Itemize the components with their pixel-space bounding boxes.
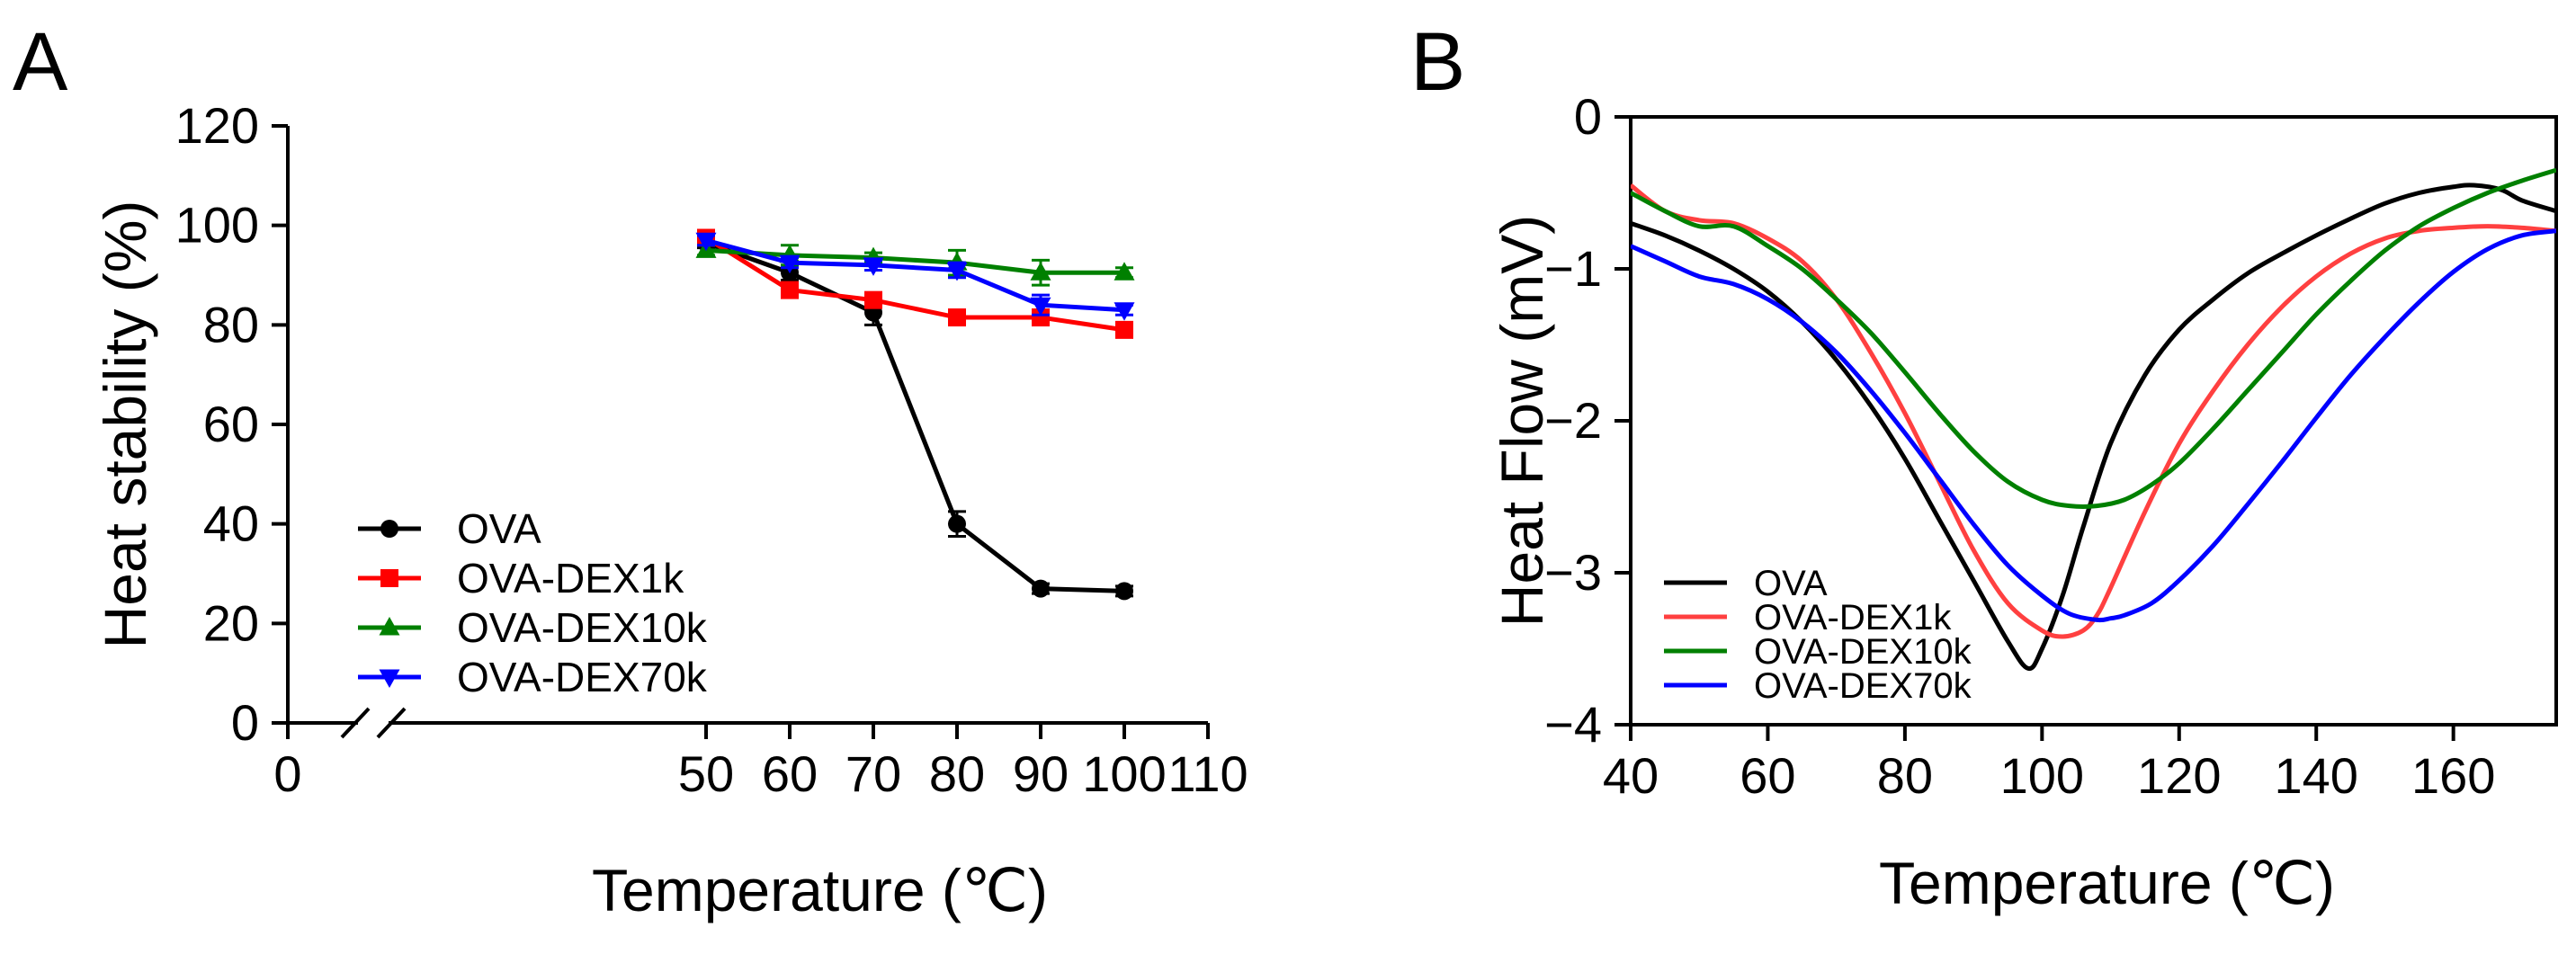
a-data-point	[864, 290, 882, 309]
a-legend-swatch-marker	[380, 520, 398, 538]
b-legend-label: OVA-DEX1k	[1754, 598, 1952, 637]
a-legend-swatch-marker	[379, 669, 400, 688]
a-x-tick-label: 0	[273, 745, 301, 802]
a-x-axis-title: Temperature (℃)	[592, 857, 1048, 923]
b-y-tick-label: 0	[1574, 88, 1602, 145]
b-y-axis-title: Heat Flow (mV)	[1489, 215, 1555, 627]
a-data-point	[779, 254, 801, 274]
a-x-tick-label: 50	[678, 745, 734, 802]
panel-b-chart: −4 −3 −2 −1 0 40 60 80 100 120 140 160 Temperature …	[1489, 88, 2558, 916]
a-legend-label: OVA-DEX10k	[457, 604, 708, 651]
a-data-point	[1030, 262, 1051, 281]
b-legend-label: OVA-DEX10k	[1754, 632, 1972, 672]
a-x-tick-label: 100	[1082, 745, 1166, 802]
a-y-tick-label: 40	[203, 495, 259, 552]
b-x-tick-label: 120	[2137, 747, 2221, 804]
a-series-line	[704, 236, 1125, 333]
a-data-point	[1114, 262, 1135, 281]
b-x-tick-label: 80	[1877, 747, 1933, 804]
a-data-point	[695, 232, 717, 252]
a-x-tick-label: 110	[1167, 745, 1248, 802]
panel-a-letter: A	[13, 16, 68, 108]
a-series-ova-dex70k	[695, 232, 1135, 321]
a-data-point	[1030, 297, 1051, 317]
a-series-line	[705, 240, 1125, 593]
b-y-tick-label: −1	[1544, 240, 1602, 297]
a-y-axis-title: Heat stability (%)	[92, 201, 158, 649]
panel-b-letter: B	[1410, 16, 1465, 108]
b-x-tick-label: 100	[2000, 747, 2084, 804]
a-legend-label: OVA-DEX70k	[457, 654, 708, 700]
a-y-tick-label: 0	[231, 694, 259, 751]
a-x-tick-label: 90	[1013, 745, 1069, 802]
b-series-ova-dex70k	[1631, 228, 2556, 623]
b-y-tick-label: −2	[1544, 392, 1602, 449]
a-y-tick-label: 60	[203, 396, 259, 452]
b-x-tick-label: 140	[2275, 747, 2358, 804]
b-series-ova-dex1k	[1631, 183, 2556, 639]
a-data-point	[1115, 582, 1133, 601]
b-legend-label: OVA-DEX70k	[1754, 666, 1972, 706]
a-series-line	[705, 237, 1125, 313]
a-y-tick-label: 80	[203, 296, 259, 352]
a-legend-swatch-marker	[380, 569, 398, 587]
a-data-point	[1114, 302, 1135, 321]
b-x-tick-label: 60	[1740, 747, 1795, 804]
b-x-axis-title: Temperature (℃)	[1879, 850, 2335, 916]
b-x-tick-label: 40	[1603, 747, 1659, 804]
a-series-ova	[697, 234, 1133, 601]
a-data-point	[948, 514, 966, 533]
a-data-point	[948, 308, 966, 327]
b-x-tick-label: 160	[2411, 747, 2495, 804]
a-data-point	[946, 262, 968, 281]
a-data-point	[1032, 308, 1050, 327]
a-x-tick-label: 70	[845, 745, 901, 802]
b-y-tick-label: −3	[1544, 544, 1602, 601]
a-axis-break-mark	[340, 707, 371, 739]
b-y-tick-label: −4	[1544, 696, 1602, 753]
a-x-tick-label: 80	[929, 745, 985, 802]
a-data-point	[781, 281, 799, 299]
a-data-point	[863, 257, 884, 276]
a-y-tick-label: 20	[203, 594, 259, 651]
a-legend-label: OVA	[457, 505, 541, 552]
a-y-tick-label: 100	[175, 197, 259, 254]
a-series-ova-dex1k	[697, 228, 1133, 339]
a-legend-label: OVA-DEX1k	[457, 555, 684, 602]
a-legend-swatch-marker	[379, 617, 400, 636]
a-data-point	[1032, 579, 1050, 598]
b-legend-label: OVA	[1754, 564, 1828, 603]
a-x-tick-label: 60	[762, 745, 818, 802]
a-series-line	[705, 247, 1124, 275]
b-series-ova-dex10k	[1631, 167, 2556, 509]
a-y-tick-label: 120	[175, 97, 259, 154]
a-data-point	[1115, 320, 1133, 339]
a-axis-break-mark	[376, 707, 407, 739]
